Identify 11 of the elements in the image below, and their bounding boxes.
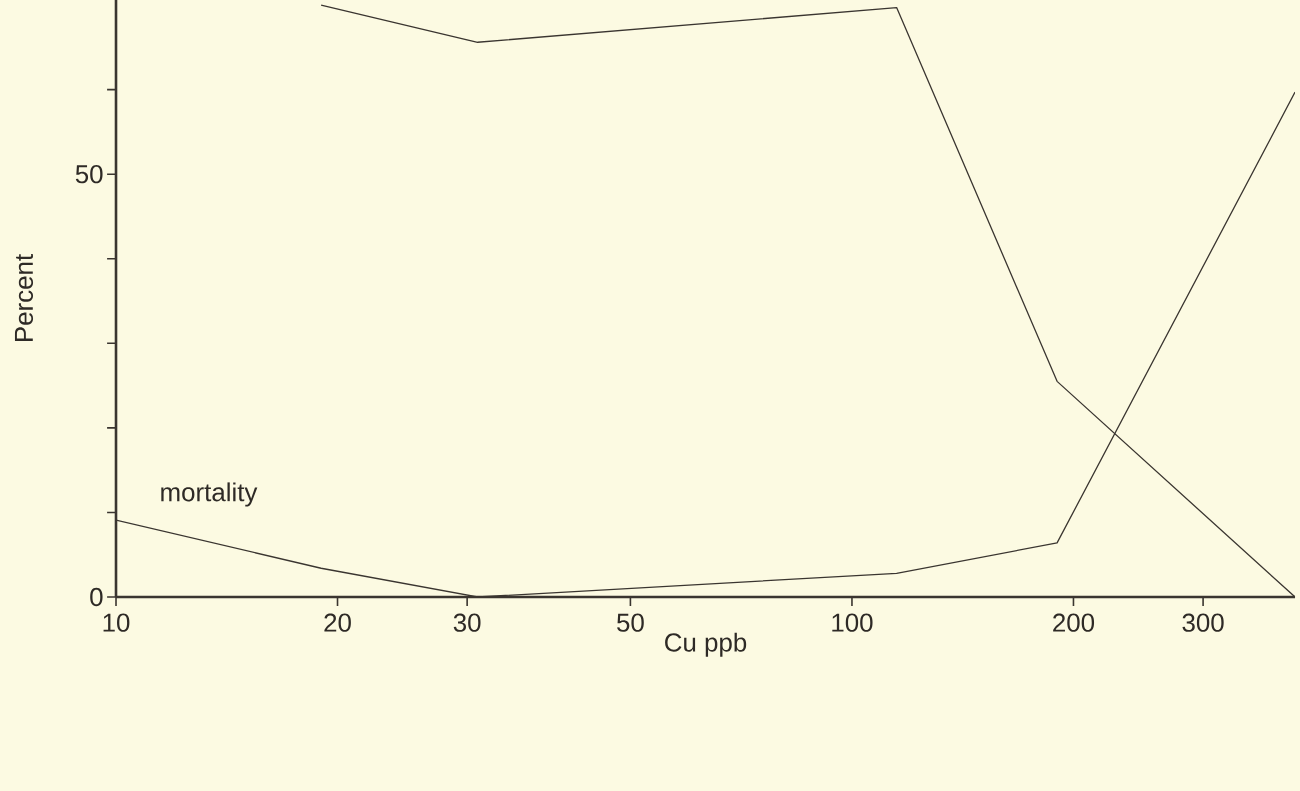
y-axis-title: Percent [14,254,34,341]
x-tick-label: 10 [103,613,130,632]
x-tick-label: 300 [1182,613,1224,632]
x-tick-label: 200 [1053,613,1095,632]
x-tick-label: 100 [832,613,873,632]
x-axis-title: Cu ppb [665,632,747,657]
y-tick-label: 0 [90,587,103,607]
x-tick-label: 20 [324,613,351,632]
x-tick-label: 30 [453,613,481,632]
series-label: mortality [161,482,258,507]
x-tick-label: 50 [617,613,644,632]
